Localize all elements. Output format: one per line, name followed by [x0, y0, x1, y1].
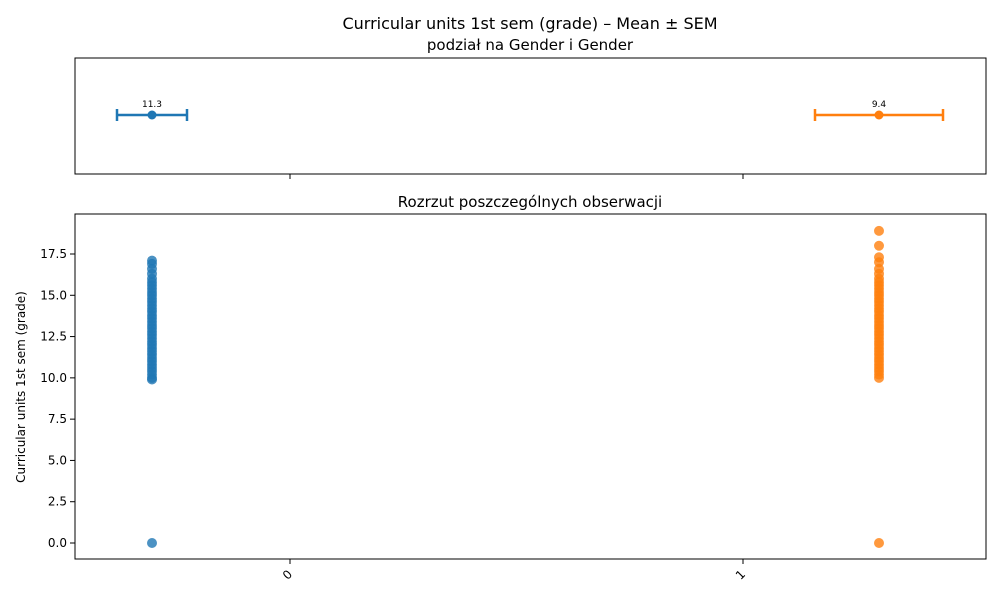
scatter-panel-title: Rozrzut poszczególnych obserwacji	[398, 193, 662, 211]
mean-label-0: 11.3	[142, 100, 162, 110]
scatter-ytick-label: 5.0	[48, 453, 67, 467]
mean-sem-marks: 11.3 9.4	[115, 100, 945, 121]
scatter-yticks: 0.0 2.5 5.0 7.5 10.0 12.5 15.0 17.5	[40, 247, 75, 550]
mean-sem-panel: 11.3 9.4	[74, 57, 987, 179]
mean-sem-marker-1: 9.4	[813, 100, 945, 121]
mean-point-0	[147, 110, 157, 120]
scatter-point-1	[874, 240, 884, 251]
scatter-ytick-label: 10.0	[40, 371, 67, 385]
scatter-ytick-label: 15.0	[40, 288, 67, 302]
scatter-point-1	[874, 538, 884, 548]
scatter-ytick-label: 7.5	[48, 412, 67, 426]
mean-point-1	[874, 110, 884, 120]
figure-title-line1: Curricular units 1st sem (grade) – Mean …	[342, 14, 717, 33]
scatter-panel-frame	[74, 213, 987, 560]
scatter-point-1	[874, 225, 884, 236]
mean-label-1: 9.4	[872, 100, 887, 110]
scatter-xtick-label-0: 0	[280, 567, 295, 582]
scatter-points	[147, 225, 884, 548]
scatter-ylabel: Curricular units 1st sem (grade)	[14, 291, 28, 483]
scatter-ytick-label: 0.0	[48, 536, 67, 550]
scatter-ytick-label: 2.5	[48, 495, 67, 509]
mean-sem-xticks	[289, 174, 744, 179]
scatter-point-0	[147, 538, 157, 548]
scatter-panel: Rozrzut poszczególnych obserwacji 0.0 2.5…	[14, 193, 987, 583]
scatter-point-1	[874, 252, 884, 263]
figure-title-line2: podział na Gender i Gender	[427, 36, 634, 54]
scatter-xtick-label-1: 1	[733, 567, 748, 582]
scatter-ytick-label: 12.5	[40, 330, 67, 344]
scatter-point-0	[147, 255, 157, 266]
mean-sem-marker-0: 11.3	[115, 100, 189, 121]
scatter-ytick-label: 17.5	[40, 247, 67, 261]
